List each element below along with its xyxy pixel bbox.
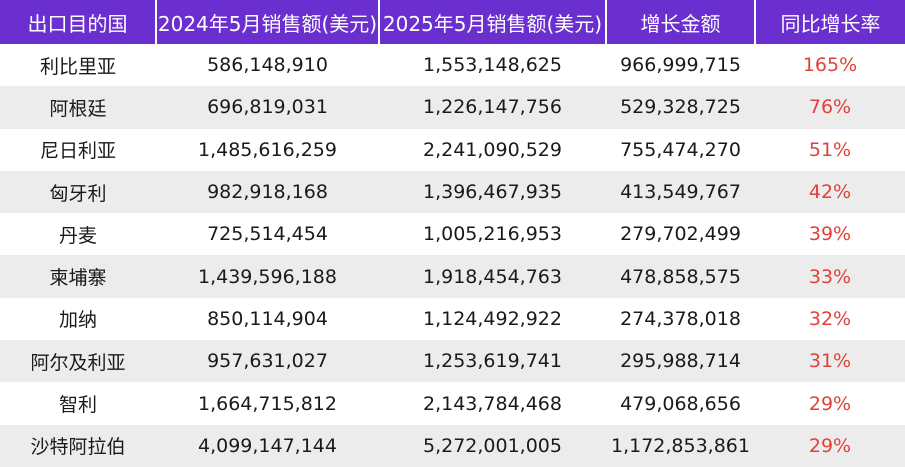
- cell-sales-2024: 725,514,454: [207, 223, 328, 246]
- header-destination-country: 出口目的国: [0, 0, 156, 44]
- cell-sales-2025: 2,143,784,468: [422, 392, 562, 415]
- table-row: 阿尔及利亚 957,631,027 1,253,619,741 295,988,…: [0, 340, 905, 383]
- cell-growth-amount: 755,474,270: [620, 138, 741, 161]
- table-row: 智利 1,664,715,812 2,143,784,468 479,068,6…: [0, 382, 905, 424]
- cell-growth-rate: 29%: [808, 392, 852, 415]
- cell-growth-amount: 413,549,767: [606, 170, 755, 214]
- cell-sales-2024: 982,918,168: [156, 170, 379, 214]
- cell-country: 沙特阿拉伯: [0, 424, 156, 467]
- table-header-row: 出口目的国 2024年5月销售额(美元) 2025年5月销售额(美元) 增长金额…: [0, 0, 905, 44]
- cell-sales-2024: 696,819,031: [156, 86, 379, 129]
- header-sales-2025-may: 2025年5月销售额(美元): [378, 0, 606, 44]
- cell-sales-2024: 850,114,904: [207, 307, 328, 330]
- cell-growth-amount: 479,068,656: [620, 392, 741, 415]
- cell-sales-2024: 1,485,616,259: [197, 138, 337, 161]
- cell-growth-amount: 1,172,853,861: [606, 424, 755, 467]
- cell-growth-rate: 165%: [802, 54, 858, 77]
- cell-sales-2025: 1,918,454,763: [379, 255, 606, 298]
- cell-country: 尼日利亚: [39, 140, 116, 163]
- cell-growth-rate: 42%: [755, 170, 905, 214]
- cell-growth-rate: 51%: [808, 138, 852, 161]
- table-row: 阿根廷 696,819,031 1,226,147,756 529,328,72…: [0, 86, 905, 129]
- table-row: 柬埔寨 1,439,596,188 1,918,454,763 478,858,…: [0, 255, 905, 298]
- table-row: 匈牙利 982,918,168 1,396,467,935 413,549,76…: [0, 170, 905, 214]
- cell-country: 加纳: [58, 309, 97, 332]
- table-row: 加纳 850,114,904 1,124,492,922 274,378,018…: [0, 298, 905, 340]
- table-row: 沙特阿拉伯 4,099,147,144 5,272,001,005 1,172,…: [0, 424, 905, 467]
- cell-country: 匈牙利: [0, 170, 156, 214]
- header-growth-amount: 增长金额: [605, 0, 755, 44]
- cell-growth-rate: 29%: [755, 424, 905, 467]
- cell-sales-2024: 1,439,596,188: [156, 255, 379, 298]
- cell-growth-amount: 529,328,725: [606, 86, 755, 129]
- cell-growth-amount: 966,999,715: [620, 54, 741, 77]
- table-row: 利比里亚 586,148,910 1,553,148,625 966,999,7…: [0, 44, 905, 86]
- cell-country: 智利: [58, 394, 97, 417]
- cell-growth-rate: 31%: [755, 340, 905, 383]
- cell-growth-rate: 32%: [808, 307, 852, 330]
- cell-growth-amount: 478,858,575: [606, 255, 755, 298]
- cell-sales-2025: 1,226,147,756: [379, 86, 606, 129]
- cell-growth-amount: 295,988,714: [606, 340, 755, 383]
- cell-sales-2025: 1,124,492,922: [422, 307, 562, 330]
- cell-sales-2024: 1,664,715,812: [197, 392, 337, 415]
- cell-sales-2024: 957,631,027: [156, 340, 379, 383]
- cell-sales-2025: 1,005,216,953: [422, 223, 562, 246]
- cell-sales-2025: 2,241,090,529: [422, 138, 562, 161]
- cell-growth-amount: 279,702,499: [620, 223, 741, 246]
- cell-growth-rate: 39%: [808, 223, 852, 246]
- cell-country: 柬埔寨: [0, 255, 156, 298]
- cell-sales-2025: 1,253,619,741: [379, 340, 606, 383]
- cell-sales-2024: 586,148,910: [207, 54, 328, 77]
- header-sales-2024-may: 2024年5月销售额(美元): [155, 0, 379, 44]
- cell-growth-amount: 274,378,018: [620, 307, 741, 330]
- table-row: 丹麦 725,514,454 1,005,216,953 279,702,499…: [0, 213, 905, 255]
- cell-country: 阿尔及利亚: [0, 340, 156, 383]
- cell-growth-rate: 33%: [755, 255, 905, 298]
- cell-sales-2025: 5,272,001,005: [379, 424, 606, 467]
- cell-growth-rate: 76%: [755, 86, 905, 129]
- cell-sales-2024: 4,099,147,144: [156, 424, 379, 467]
- cell-sales-2025: 1,553,148,625: [422, 54, 562, 77]
- header-yoy-growth-rate: 同比增长率: [754, 0, 905, 44]
- table-row: 尼日利亚 1,485,616,259 2,241,090,529 755,474…: [0, 129, 905, 171]
- table-body: 利比里亚 586,148,910 1,553,148,625 966,999,7…: [0, 44, 905, 467]
- cell-sales-2025: 1,396,467,935: [379, 170, 606, 214]
- cell-country: 利比里亚: [39, 55, 116, 78]
- cell-country: 阿根廷: [0, 86, 156, 129]
- cell-country: 丹麦: [58, 224, 97, 247]
